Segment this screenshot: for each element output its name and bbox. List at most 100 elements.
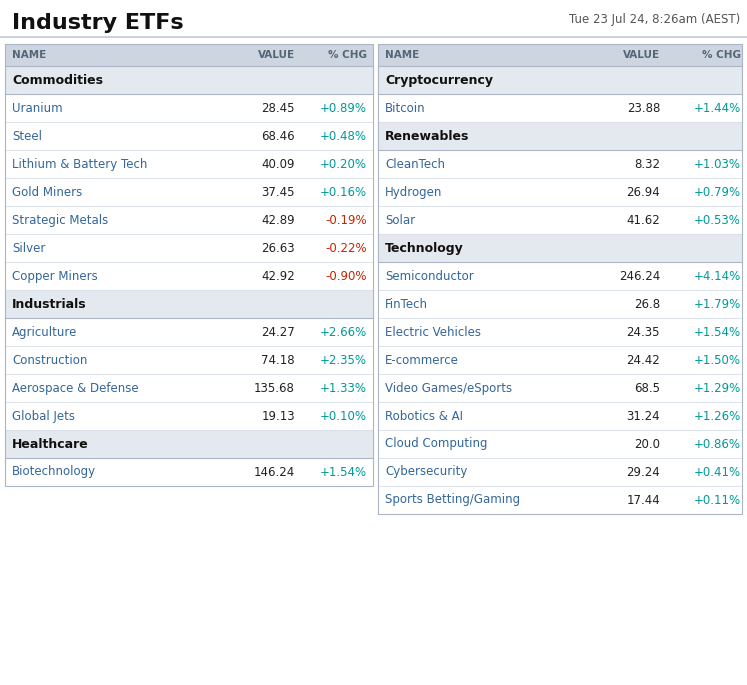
Bar (378, 346, 742, 374)
Text: NAME: NAME (12, 50, 46, 60)
Text: +4.14%: +4.14% (694, 269, 741, 282)
Bar (5, 150, 373, 178)
Bar (378, 402, 742, 430)
Text: -0.19%: -0.19% (326, 214, 367, 227)
Text: Hydrogen: Hydrogen (385, 186, 442, 199)
Bar (378, 44, 742, 514)
Bar (378, 94, 742, 122)
Text: 29.24: 29.24 (626, 466, 660, 479)
Text: Cryptocurrency: Cryptocurrency (385, 73, 493, 86)
Bar (378, 234, 742, 262)
Bar (378, 122, 742, 150)
Text: CleanTech: CleanTech (385, 158, 445, 171)
Text: 68.46: 68.46 (261, 129, 295, 142)
Text: +1.54%: +1.54% (320, 466, 367, 479)
Text: Tue 23 Jul 24, 8:26am (AEST): Tue 23 Jul 24, 8:26am (AEST) (568, 13, 740, 26)
Bar (5, 290, 373, 318)
Text: Agriculture: Agriculture (12, 325, 78, 338)
Text: 17.44: 17.44 (626, 493, 660, 506)
Text: +0.53%: +0.53% (694, 214, 741, 227)
Text: +1.50%: +1.50% (694, 353, 741, 366)
Text: Aerospace & Defense: Aerospace & Defense (12, 382, 139, 395)
Text: +1.29%: +1.29% (694, 382, 741, 395)
Text: 26.94: 26.94 (626, 186, 660, 199)
Bar (378, 430, 742, 458)
Text: Healthcare: Healthcare (12, 438, 89, 451)
Text: 24.42: 24.42 (626, 353, 660, 366)
Text: 146.24: 146.24 (254, 466, 295, 479)
Text: VALUE: VALUE (258, 50, 295, 60)
Text: 8.32: 8.32 (634, 158, 660, 171)
Text: 26.8: 26.8 (634, 297, 660, 310)
Text: 40.09: 40.09 (261, 158, 295, 171)
Text: 24.35: 24.35 (627, 325, 660, 338)
Bar (378, 290, 742, 318)
Text: Industrials: Industrials (12, 297, 87, 310)
Text: 68.5: 68.5 (634, 382, 660, 395)
Text: Copper Miners: Copper Miners (12, 269, 98, 282)
Text: 23.88: 23.88 (627, 101, 660, 114)
Text: +0.10%: +0.10% (320, 410, 367, 423)
Bar (378, 318, 742, 346)
Text: Sports Betting/Gaming: Sports Betting/Gaming (385, 493, 520, 506)
Text: 135.68: 135.68 (254, 382, 295, 395)
Bar (5, 458, 373, 486)
Text: Video Games/eSports: Video Games/eSports (385, 382, 512, 395)
Text: Gold Miners: Gold Miners (12, 186, 82, 199)
Bar (5, 262, 373, 290)
Text: Robotics & AI: Robotics & AI (385, 410, 463, 423)
Text: Silver: Silver (12, 242, 46, 255)
Text: +0.11%: +0.11% (694, 493, 741, 506)
Bar (5, 44, 373, 66)
Text: Cloud Computing: Cloud Computing (385, 438, 488, 451)
Text: 42.92: 42.92 (261, 269, 295, 282)
Bar (378, 44, 742, 66)
Text: Strategic Metals: Strategic Metals (12, 214, 108, 227)
Text: Global Jets: Global Jets (12, 410, 75, 423)
Text: +0.86%: +0.86% (694, 438, 741, 451)
Bar (5, 374, 373, 402)
Text: Cybersecurity: Cybersecurity (385, 466, 468, 479)
Text: 28.45: 28.45 (261, 101, 295, 114)
Bar (378, 178, 742, 206)
Text: Uranium: Uranium (12, 101, 63, 114)
Text: % CHG: % CHG (702, 50, 741, 60)
Bar (378, 458, 742, 486)
Text: 19.13: 19.13 (261, 410, 295, 423)
Text: Technology: Technology (385, 242, 464, 255)
Text: 31.24: 31.24 (627, 410, 660, 423)
Text: +1.79%: +1.79% (694, 297, 741, 310)
Text: Semiconductor: Semiconductor (385, 269, 474, 282)
Text: +0.89%: +0.89% (320, 101, 367, 114)
Text: +0.48%: +0.48% (320, 129, 367, 142)
Text: Electric Vehicles: Electric Vehicles (385, 325, 481, 338)
Text: Industry ETFs: Industry ETFs (12, 13, 184, 33)
Text: E-commerce: E-commerce (385, 353, 459, 366)
Text: VALUE: VALUE (623, 50, 660, 60)
Text: +1.03%: +1.03% (694, 158, 741, 171)
Text: 41.62: 41.62 (626, 214, 660, 227)
Text: Steel: Steel (12, 129, 42, 142)
Bar (5, 66, 373, 94)
Text: +2.66%: +2.66% (320, 325, 367, 338)
Text: Commodities: Commodities (12, 73, 103, 86)
Bar (378, 150, 742, 178)
Bar (5, 402, 373, 430)
Text: Renewables: Renewables (385, 129, 469, 142)
Text: 74.18: 74.18 (261, 353, 295, 366)
Bar (5, 122, 373, 150)
Text: +1.44%: +1.44% (694, 101, 741, 114)
Text: 26.63: 26.63 (261, 242, 295, 255)
Bar (5, 346, 373, 374)
Bar (5, 430, 373, 458)
Text: % CHG: % CHG (328, 50, 367, 60)
Bar (5, 234, 373, 262)
Bar (378, 486, 742, 514)
Text: +0.41%: +0.41% (694, 466, 741, 479)
Text: -0.22%: -0.22% (326, 242, 367, 255)
Bar (5, 206, 373, 234)
Bar (5, 94, 373, 122)
Text: Solar: Solar (385, 214, 415, 227)
Text: +0.79%: +0.79% (694, 186, 741, 199)
Text: Lithium & Battery Tech: Lithium & Battery Tech (12, 158, 147, 171)
